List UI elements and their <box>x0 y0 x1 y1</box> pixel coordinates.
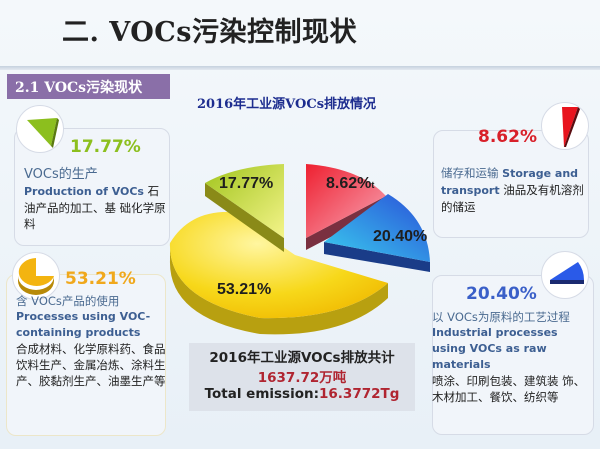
slide-title: 二. VOCs污染控制现状 <box>62 17 357 48</box>
industrial-pct: 20.40% <box>466 284 537 304</box>
production-pct: 17.77% <box>70 137 141 157</box>
storage-desc: 储存和运输 Storage and transport 油品及有机溶剂的储运 <box>441 166 584 214</box>
pie-slice-icon-green <box>16 105 64 153</box>
pie-label-industrial: 20.40% <box>373 228 428 245</box>
pie-label-products: 53.21% <box>217 281 272 298</box>
pie-label-production: 17.77% <box>219 175 274 192</box>
section-tag: 2.1 VOCs污染现状 <box>7 74 170 99</box>
total-line2: 1637.72万吨 <box>257 370 347 386</box>
production-desc: VOCs的生产 Production of VOCs 石油产品的加工、基 础化学… <box>24 167 166 231</box>
card-products <box>6 274 166 436</box>
card-industrial <box>432 275 594 435</box>
pie-slice-industrial <box>324 194 430 272</box>
industrial-desc: 以 VOCs为原料的工艺过程 Industrial processes usin… <box>432 310 586 404</box>
total-emission-box: 2016年工业源VOCs排放共计 1637.72万吨 Total emissio… <box>189 343 415 411</box>
pie-slice-icon-red <box>541 102 589 150</box>
products-desc: 含 VOCs产品的使用 Processes using VOC-containi… <box>16 294 166 388</box>
pie-slice-production <box>205 164 284 252</box>
title-divider <box>0 66 600 70</box>
products-pct: 53.21% <box>65 269 136 289</box>
pie-label-storage: 8.62%t <box>326 175 375 192</box>
chart-title: 2016年工业源VOCs排放情况 <box>197 97 377 112</box>
pie-slice-icon-blue <box>541 251 589 299</box>
pie-slice-products <box>169 211 388 335</box>
storage-pct: 8.62% <box>478 127 537 147</box>
total-line3: Total emission:16.3772Tg <box>204 386 400 402</box>
total-line1: 2016年工业源VOCs排放共计 <box>209 350 395 366</box>
pie-slice-icon-yellow <box>12 252 60 300</box>
pie-slice-storage <box>306 164 386 250</box>
